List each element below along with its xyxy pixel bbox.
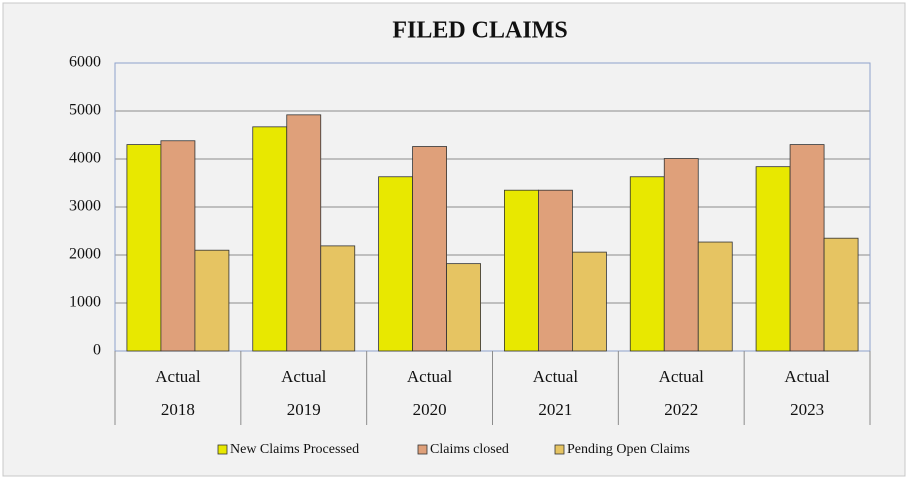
x-tick-label: Actual [407, 367, 453, 386]
legend-label: Claims closed [430, 442, 509, 457]
y-tick-label: 1000 [69, 294, 101, 311]
y-tick-label: 4000 [69, 150, 101, 167]
x-tick-label: Actual [281, 367, 327, 386]
legend-label: Pending Open Claims [567, 442, 690, 457]
bar [252, 126, 288, 352]
y-tick-label: 5000 [69, 102, 101, 119]
x-tick-label: 2021 [538, 400, 572, 419]
x-tick-label: 2018 [161, 400, 195, 419]
x-tick-label: Actual [155, 367, 201, 386]
bar [538, 189, 573, 352]
x-tick-label: Actual [659, 367, 705, 386]
bar [194, 249, 230, 352]
chart-title: FILED CLAIMS [392, 18, 567, 44]
x-tick-label: Actual [784, 367, 830, 386]
bar [412, 146, 447, 352]
x-tick-label: 2020 [413, 400, 447, 419]
x-tick-label: 2019 [287, 400, 321, 419]
legend-label: New Claims Processed [230, 442, 359, 457]
x-tick-label: 2023 [790, 400, 824, 419]
y-tick-label: 2000 [69, 246, 101, 263]
legend-swatch [217, 444, 228, 455]
y-tick-label: 6000 [69, 54, 101, 71]
bar [697, 241, 733, 352]
bar [126, 144, 162, 352]
x-tick-label: 2022 [664, 400, 698, 419]
bar [446, 263, 481, 352]
bar [378, 176, 413, 352]
bar [320, 245, 356, 352]
legend-swatch [554, 444, 565, 455]
bar [572, 251, 607, 352]
bar [286, 114, 322, 352]
bar [755, 166, 791, 352]
bar [504, 189, 539, 352]
bar [789, 144, 825, 352]
bar [629, 176, 665, 352]
bar [160, 140, 196, 352]
bar [823, 237, 859, 352]
bar [663, 158, 699, 352]
x-tick-label: Actual [533, 367, 579, 386]
y-tick-label: 0 [93, 342, 101, 359]
legend-swatch [417, 444, 428, 455]
y-tick-label: 3000 [69, 198, 101, 215]
